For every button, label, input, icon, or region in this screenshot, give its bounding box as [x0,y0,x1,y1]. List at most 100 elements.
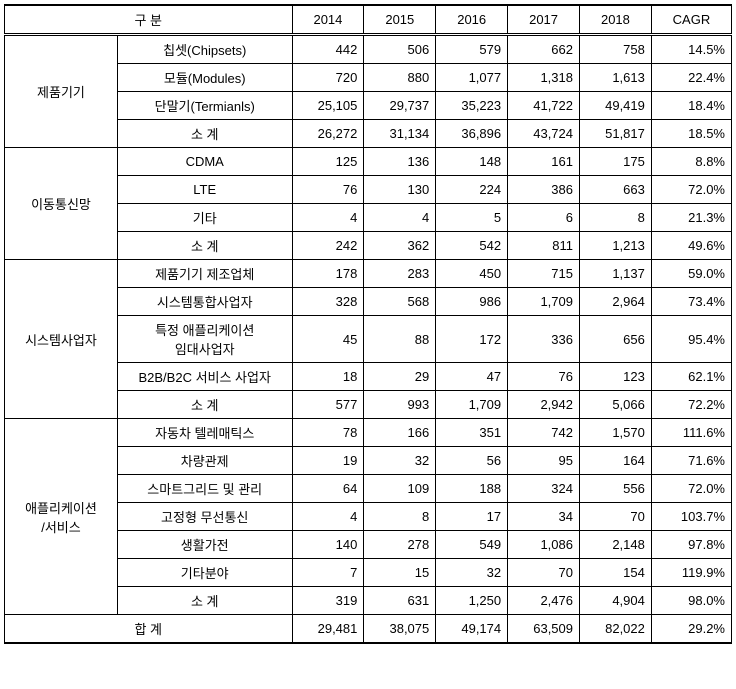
value-cell: 95 [508,447,580,475]
value-cell: 811 [508,232,580,260]
value-cell: 47 [436,363,508,391]
value-cell: 631 [364,587,436,615]
value-cell: 2,476 [508,587,580,615]
value-cell: 4,904 [580,587,652,615]
cagr-cell: 14.5% [651,35,731,64]
value-cell: 2,964 [580,288,652,316]
value-cell: 166 [364,419,436,447]
value-cell: 1,250 [436,587,508,615]
subcategory-cell: 단말기(Termianls) [117,92,292,120]
value-cell: 362 [364,232,436,260]
data-table: 구 분 2014 2015 2016 2017 2018 CAGR 제품기기칩셋… [4,4,732,644]
cagr-cell: 97.8% [651,531,731,559]
cagr-cell: 119.9% [651,559,731,587]
header-category: 구 분 [5,5,293,35]
value-cell: 49,419 [580,92,652,120]
category-cell: 제품기기 [5,35,118,148]
value-cell: 45 [292,316,364,363]
value-cell: 4 [364,204,436,232]
value-cell: 4 [292,503,364,531]
subcategory-cell: 모듈(Modules) [117,64,292,92]
subcategory-cell: 소 계 [117,232,292,260]
value-cell: 32 [436,559,508,587]
value-cell: 35,223 [436,92,508,120]
value-cell: 324 [508,475,580,503]
value-cell: 64 [292,475,364,503]
value-cell: 1,709 [508,288,580,316]
cagr-cell: 71.6% [651,447,731,475]
value-cell: 178 [292,260,364,288]
value-cell: 549 [436,531,508,559]
total-value-cell: 29,481 [292,615,364,644]
value-cell: 29,737 [364,92,436,120]
value-cell: 1,086 [508,531,580,559]
value-cell: 1,213 [580,232,652,260]
value-cell: 188 [436,475,508,503]
total-value-cell: 82,022 [580,615,652,644]
value-cell: 26,272 [292,120,364,148]
value-cell: 70 [580,503,652,531]
value-cell: 18 [292,363,364,391]
value-cell: 19 [292,447,364,475]
value-cell: 1,318 [508,64,580,92]
table-row: 제품기기칩셋(Chipsets)44250657966275814.5% [5,35,732,64]
subcategory-cell: B2B/B2C 서비스 사업자 [117,363,292,391]
table-row: 애플리케이션 /서비스자동차 텔레매틱스781663517421,570111.… [5,419,732,447]
value-cell: 76 [292,176,364,204]
category-cell: 이동통신망 [5,148,118,260]
value-cell: 328 [292,288,364,316]
total-value-cell: 38,075 [364,615,436,644]
value-cell: 556 [580,475,652,503]
subcategory-cell: 고정형 무선통신 [117,503,292,531]
value-cell: 278 [364,531,436,559]
header-year-0: 2014 [292,5,364,35]
cagr-cell: 111.6% [651,419,731,447]
cagr-cell: 8.8% [651,148,731,176]
subcategory-cell: 소 계 [117,587,292,615]
value-cell: 51,817 [580,120,652,148]
total-row: 합 계29,48138,07549,17463,50982,02229.2% [5,615,732,644]
value-cell: 175 [580,148,652,176]
cagr-cell: 59.0% [651,260,731,288]
cagr-cell: 18.5% [651,120,731,148]
value-cell: 715 [508,260,580,288]
value-cell: 154 [580,559,652,587]
value-cell: 76 [508,363,580,391]
subcategory-cell: 소 계 [117,391,292,419]
value-cell: 336 [508,316,580,363]
value-cell: 123 [580,363,652,391]
value-cell: 5,066 [580,391,652,419]
value-cell: 2,148 [580,531,652,559]
subcategory-cell: 차량관제 [117,447,292,475]
value-cell: 442 [292,35,364,64]
subcategory-cell: LTE [117,176,292,204]
value-cell: 224 [436,176,508,204]
value-cell: 662 [508,35,580,64]
value-cell: 283 [364,260,436,288]
value-cell: 386 [508,176,580,204]
cagr-cell: 73.4% [651,288,731,316]
total-label-cell: 합 계 [5,615,293,644]
value-cell: 1,137 [580,260,652,288]
header-year-1: 2015 [364,5,436,35]
value-cell: 70 [508,559,580,587]
subcategory-cell: 제품기기 제조업체 [117,260,292,288]
table-row: 이동통신망CDMA1251361481611758.8% [5,148,732,176]
cagr-cell: 72.2% [651,391,731,419]
value-cell: 742 [508,419,580,447]
value-cell: 148 [436,148,508,176]
header-year-4: 2018 [580,5,652,35]
value-cell: 1,709 [436,391,508,419]
table-row: 시스템사업자제품기기 제조업체1782834507151,13759.0% [5,260,732,288]
value-cell: 78 [292,419,364,447]
value-cell: 351 [436,419,508,447]
value-cell: 319 [292,587,364,615]
value-cell: 242 [292,232,364,260]
value-cell: 1,613 [580,64,652,92]
value-cell: 17 [436,503,508,531]
header-cagr: CAGR [651,5,731,35]
cagr-cell: 62.1% [651,363,731,391]
value-cell: 41,722 [508,92,580,120]
total-value-cell: 49,174 [436,615,508,644]
value-cell: 993 [364,391,436,419]
